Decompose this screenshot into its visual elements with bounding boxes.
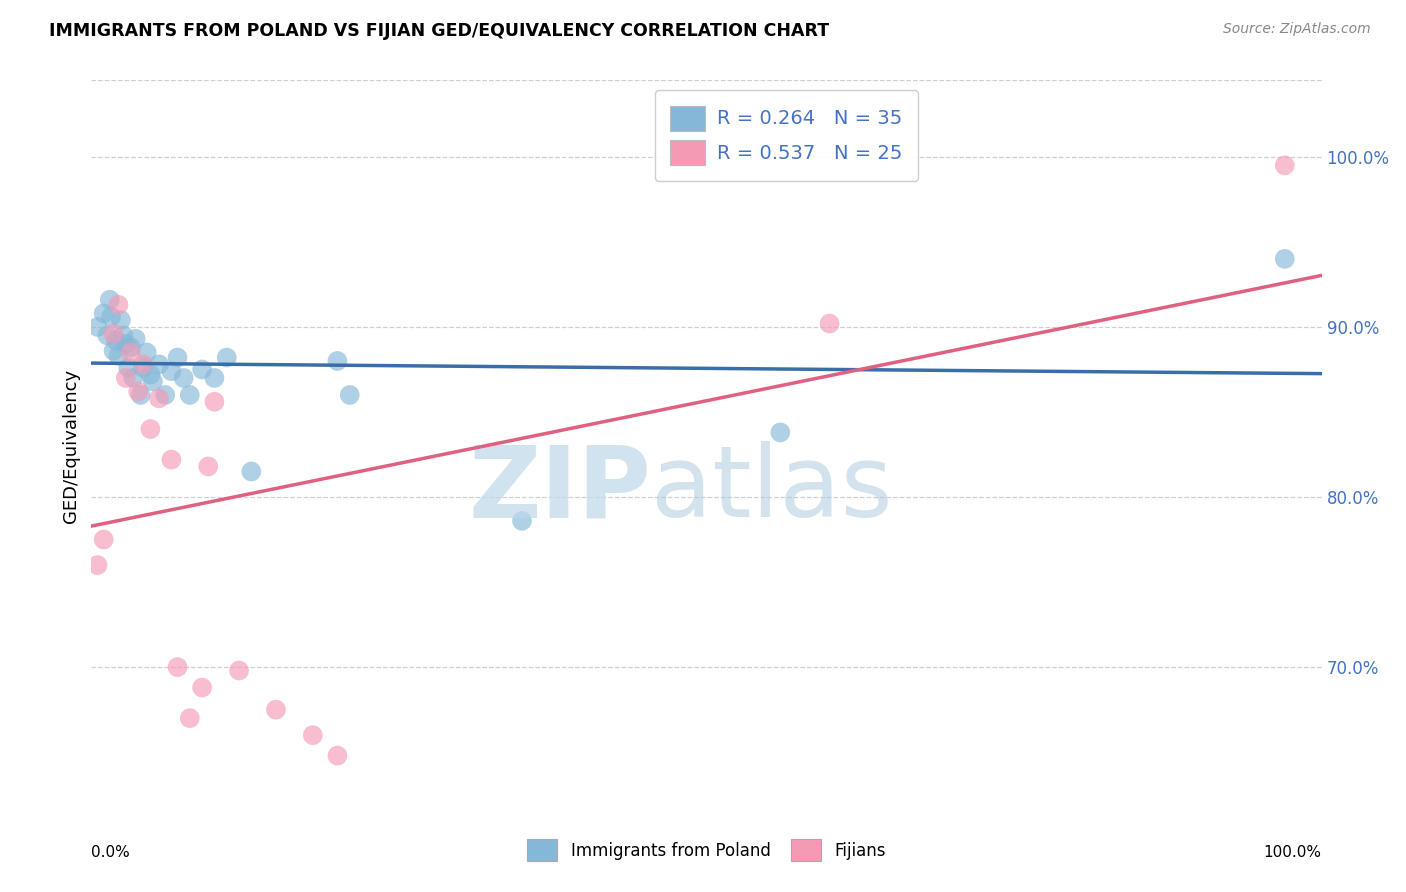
Text: atlas: atlas	[651, 442, 893, 539]
Point	[339, 388, 361, 402]
Point	[110, 313, 132, 327]
Point	[148, 357, 170, 371]
Point	[264, 703, 287, 717]
Point	[160, 452, 183, 467]
Point	[132, 360, 155, 375]
Text: IMMIGRANTS FROM POLAND VS FIJIAN GED/EQUIVALENCY CORRELATION CHART: IMMIGRANTS FROM POLAND VS FIJIAN GED/EQU…	[49, 22, 830, 40]
Point	[1274, 252, 1296, 266]
Point	[127, 384, 149, 399]
Y-axis label: GED/Equivalency: GED/Equivalency	[62, 369, 80, 523]
Point	[139, 368, 162, 382]
Text: ZIP: ZIP	[468, 442, 651, 539]
Point	[228, 664, 250, 678]
Text: 100.0%: 100.0%	[1264, 845, 1322, 860]
Point	[103, 326, 125, 341]
Point	[215, 351, 238, 365]
Point	[132, 357, 155, 371]
Text: 0.0%: 0.0%	[91, 845, 131, 860]
Point	[93, 306, 115, 320]
Point	[86, 558, 108, 572]
Point	[114, 371, 138, 385]
Point	[326, 354, 349, 368]
Point	[93, 533, 115, 547]
Point	[114, 337, 138, 351]
Point	[153, 388, 177, 402]
Point	[191, 681, 214, 695]
Point	[148, 392, 170, 406]
Point	[142, 375, 165, 389]
Point	[197, 459, 219, 474]
Point	[166, 351, 188, 365]
Point	[103, 343, 125, 358]
Point	[326, 748, 349, 763]
Point	[86, 320, 108, 334]
Point	[107, 349, 129, 363]
Point	[769, 425, 792, 440]
Point	[139, 422, 162, 436]
Point	[124, 332, 146, 346]
Point	[510, 514, 533, 528]
Point	[112, 328, 135, 343]
Point	[240, 465, 263, 479]
Point	[100, 310, 122, 324]
Point	[202, 394, 225, 409]
Point	[179, 711, 201, 725]
Point	[96, 328, 118, 343]
Point	[818, 317, 841, 331]
Point	[129, 388, 152, 402]
Point	[120, 345, 142, 359]
Point	[98, 293, 121, 307]
Point	[166, 660, 188, 674]
Point	[173, 371, 195, 385]
Text: Source: ZipAtlas.com: Source: ZipAtlas.com	[1223, 22, 1371, 37]
Point	[122, 371, 145, 385]
Point	[105, 334, 127, 348]
Point	[1274, 158, 1296, 172]
Point	[160, 364, 183, 378]
Legend: Immigrants from Poland, Fijians: Immigrants from Poland, Fijians	[519, 831, 894, 869]
Point	[202, 371, 225, 385]
Point	[191, 362, 214, 376]
Point	[135, 345, 157, 359]
Point	[120, 340, 142, 354]
Point	[301, 728, 323, 742]
Point	[117, 360, 139, 375]
Point	[179, 388, 201, 402]
Point	[107, 298, 129, 312]
